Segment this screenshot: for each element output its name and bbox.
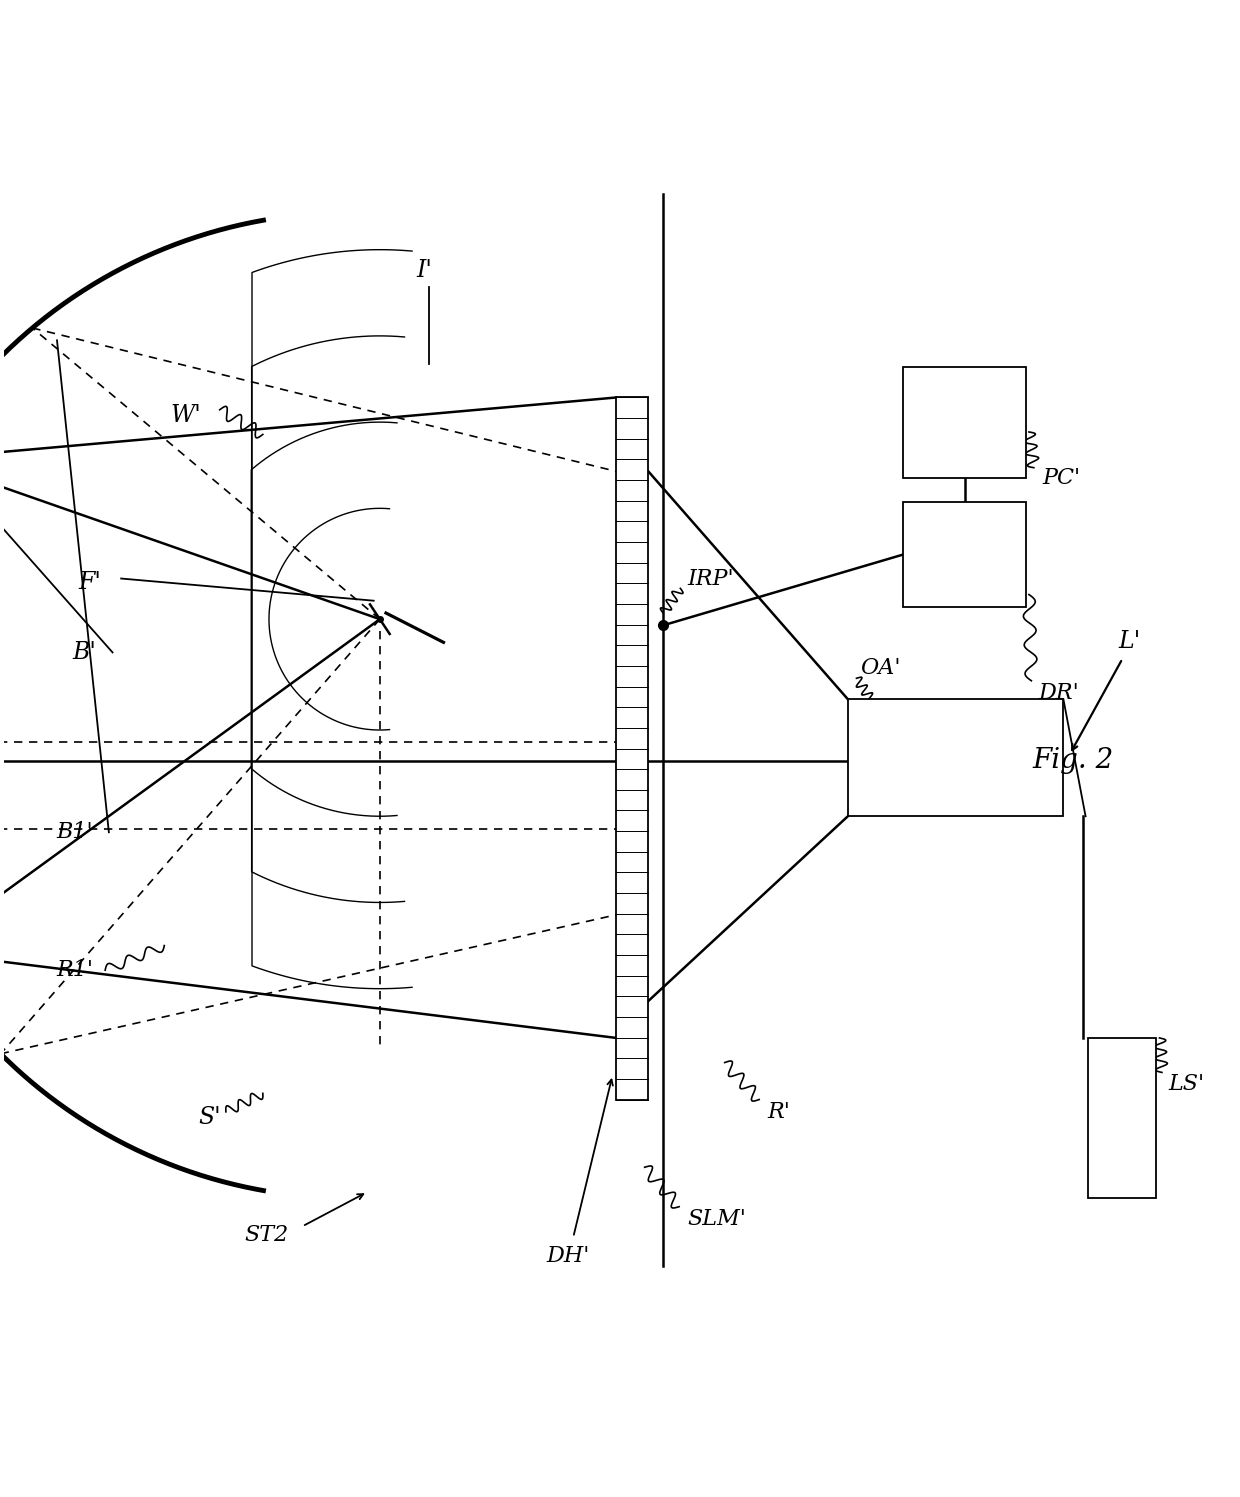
Text: ST2: ST2 [244,1225,289,1246]
Text: OA': OA' [861,657,900,680]
Text: IRP': IRP' [688,567,734,590]
Text: SLM': SLM' [688,1208,746,1231]
Bar [903,501,1027,606]
Text: PC': PC' [1043,467,1080,488]
Text: I': I' [417,259,433,281]
Text: B': B' [72,641,95,665]
Text: F': F' [78,570,100,594]
Text: L': L' [1118,630,1141,653]
Text: B1': B1' [56,822,93,843]
Text: S': S' [198,1106,222,1130]
Bar [1087,1037,1156,1198]
Text: W': W' [170,404,201,428]
Text: Fig. 2: Fig. 2 [1033,747,1114,774]
Bar [848,699,1064,816]
Text: LS': LS' [1168,1072,1204,1094]
Text: DR': DR' [1039,683,1080,704]
Bar [616,398,649,1099]
Text: R': R' [768,1100,791,1123]
Text: R1': R1' [56,960,93,981]
Bar [903,367,1027,478]
Text: DH': DH' [546,1246,589,1266]
